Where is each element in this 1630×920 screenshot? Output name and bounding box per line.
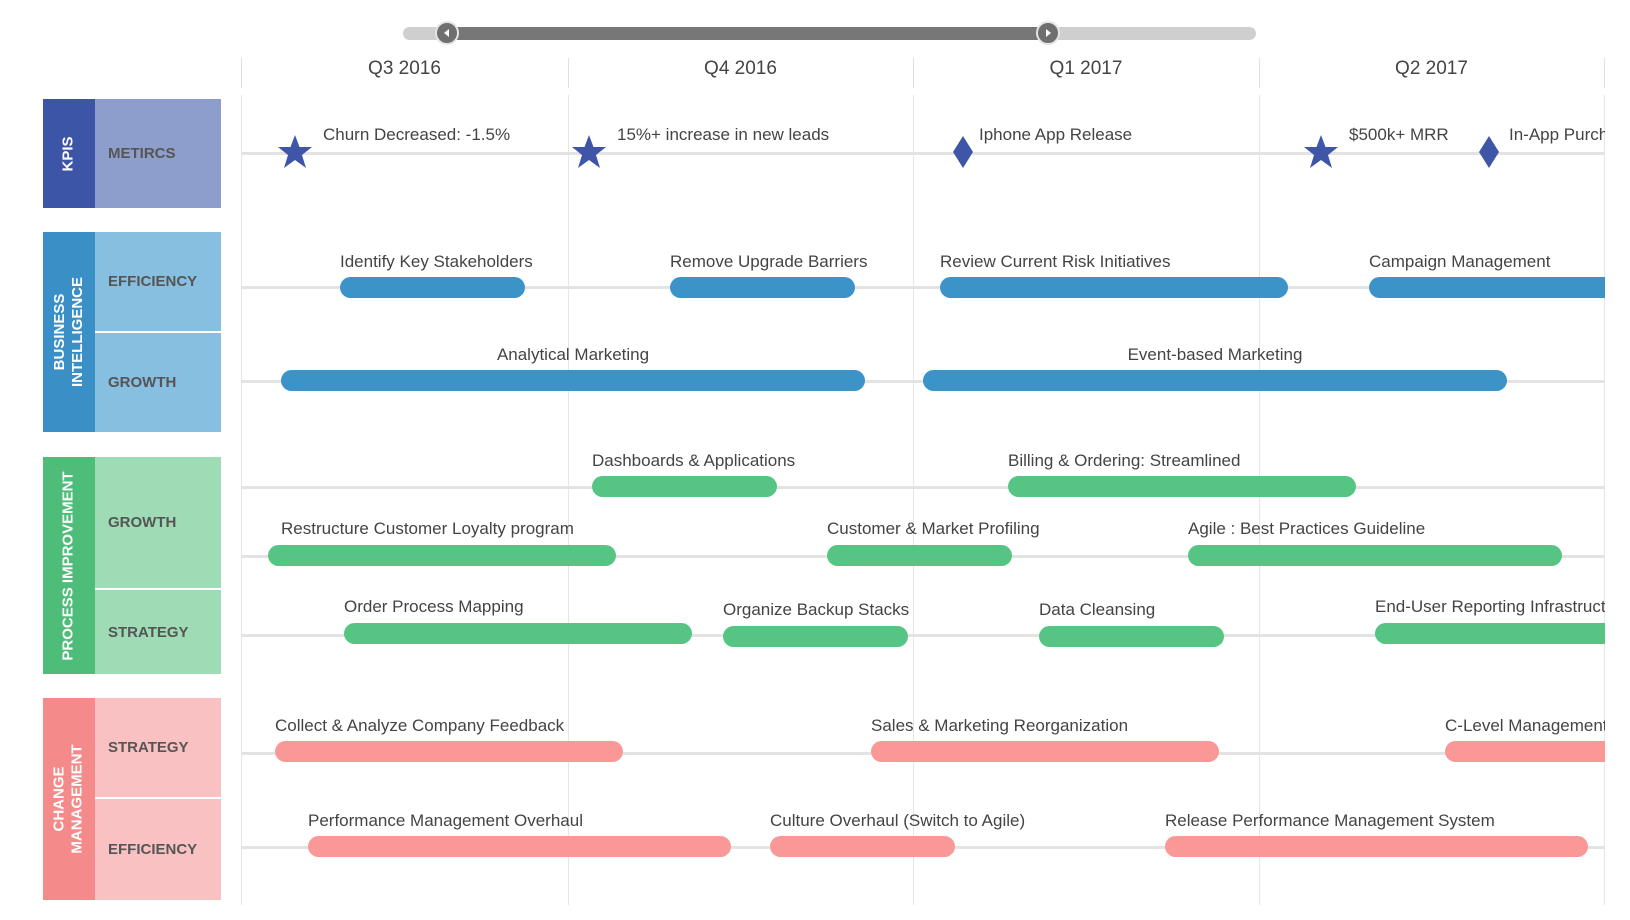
task-label: Culture Overhaul (Switch to Agile)	[770, 811, 1026, 830]
task-label: Billing & Ordering: Streamlined	[1008, 451, 1241, 470]
task-bar[interactable]	[871, 741, 1219, 762]
group-kpis: KPIS METIRCS	[43, 99, 221, 208]
task-label: Order Process Mapping	[344, 597, 524, 616]
task-bar[interactable]	[281, 370, 865, 391]
milestone-label: $500k+ MRR	[1349, 125, 1449, 144]
slider-left-handle[interactable]	[435, 21, 459, 45]
group-label-kpis: KPIS	[59, 135, 77, 172]
task-bar[interactable]	[268, 545, 616, 566]
quarter-header-q1-2017: Q1 2017	[1049, 58, 1123, 79]
chevron-left-icon	[444, 29, 449, 37]
star-icon[interactable]	[570, 134, 608, 170]
task-bar[interactable]	[1375, 623, 1605, 644]
timeline-range-slider[interactable]	[403, 21, 1256, 45]
row-label-pi-strategy: STRATEGY	[95, 590, 221, 674]
group-label-process-improvement: PROCESS IMPROVEMENT	[60, 470, 78, 661]
milestone-label: 15%+ increase in new leads	[617, 125, 830, 144]
group-business-intelligence: BUSINESS INTELLIGENCE EFFICIENCY GROWTH	[43, 232, 221, 432]
slider-selected-range	[449, 27, 1047, 40]
slider-right-handle[interactable]	[1036, 21, 1060, 45]
task-bar[interactable]	[1188, 545, 1562, 566]
row-label-metrics: METIRCS	[95, 99, 221, 208]
task-bar[interactable]	[1039, 626, 1224, 647]
task-bar[interactable]	[770, 836, 955, 857]
task-bar[interactable]	[275, 741, 623, 762]
star-icon[interactable]	[276, 134, 314, 170]
task-bar[interactable]	[723, 626, 908, 647]
group-label-change-management: CHANGE MANAGEMENT	[51, 744, 87, 854]
task-label: Performance Management Overhaul	[308, 811, 583, 830]
task-bar[interactable]	[308, 836, 731, 857]
task-bar[interactable]	[1445, 741, 1605, 762]
task-label: C-Level Management	[1445, 716, 1605, 735]
task-bar[interactable]	[670, 277, 855, 298]
task-bar[interactable]	[1165, 836, 1588, 857]
task-label: Sales & Marketing Reorganization	[871, 716, 1129, 735]
task-bar[interactable]	[940, 277, 1288, 298]
task-bar[interactable]	[1369, 277, 1605, 298]
row-label-pi-growth: GROWTH	[95, 457, 221, 588]
task-label: Event-based Marketing	[1127, 345, 1303, 364]
group-change-management: CHANGE MANAGEMENT STRATEGY EFFICIENCY	[43, 698, 221, 900]
milestone-label: Iphone App Release	[979, 125, 1133, 144]
star-icon[interactable]	[1302, 134, 1340, 170]
quarter-header-q4-2016: Q4 2016	[704, 58, 777, 79]
task-label: Dashboards & Applications	[592, 451, 796, 470]
task-label: Agile : Best Practices Guideline	[1188, 519, 1426, 538]
task-label: Data Cleansing	[1039, 600, 1156, 619]
chevron-right-icon	[1046, 29, 1051, 37]
row-label-bi-efficiency: EFFICIENCY	[95, 232, 221, 331]
task-label: Review Current Risk Initiatives	[940, 252, 1171, 271]
task-label: Collect & Analyze Company Feedback	[275, 716, 565, 735]
task-label: Organize Backup Stacks	[723, 600, 910, 619]
task-bar[interactable]	[344, 623, 692, 644]
row-label-cm-strategy: STRATEGY	[95, 698, 221, 797]
task-bar[interactable]	[340, 277, 525, 298]
task-label: Campaign Management	[1369, 252, 1551, 271]
task-label: Restructure Customer Loyalty program	[281, 519, 574, 538]
task-label: End-User Reporting Infrastructure	[1375, 597, 1605, 616]
group-label-business-intelligence: BUSINESS INTELLIGENCE	[51, 276, 87, 388]
quarter-header-q3-2016: Q3 2016	[368, 58, 441, 79]
task-bar[interactable]	[1008, 476, 1356, 497]
task-label: Customer & Market Profiling	[827, 519, 1040, 538]
diamond-icon[interactable]	[952, 135, 974, 169]
group-process-improvement: PROCESS IMPROVEMENT GROWTH STRATEGY	[43, 457, 221, 674]
task-label: Remove Upgrade Barriers	[670, 252, 868, 271]
task-bar[interactable]	[592, 476, 777, 497]
diamond-icon[interactable]	[1478, 135, 1500, 169]
task-label: Release Performance Management System	[1165, 811, 1495, 830]
milestone-label: Churn Decreased: -1.5%	[323, 125, 511, 144]
quarter-header-q2-2017: Q2 2017	[1395, 58, 1468, 79]
task-bar[interactable]	[827, 545, 1012, 566]
task-label: Analytical Marketing	[496, 345, 650, 364]
row-label-cm-efficiency: EFFICIENCY	[95, 799, 221, 900]
row-label-bi-growth: GROWTH	[95, 333, 221, 432]
task-label: Identify Key Stakeholders	[340, 252, 533, 271]
milestone-label: In-App Purchases	[1509, 125, 1605, 144]
roadmap-timeline: Churn Decreased: -1.5% 15%+ increase in …	[241, 95, 1605, 905]
task-bar[interactable]	[923, 370, 1507, 391]
